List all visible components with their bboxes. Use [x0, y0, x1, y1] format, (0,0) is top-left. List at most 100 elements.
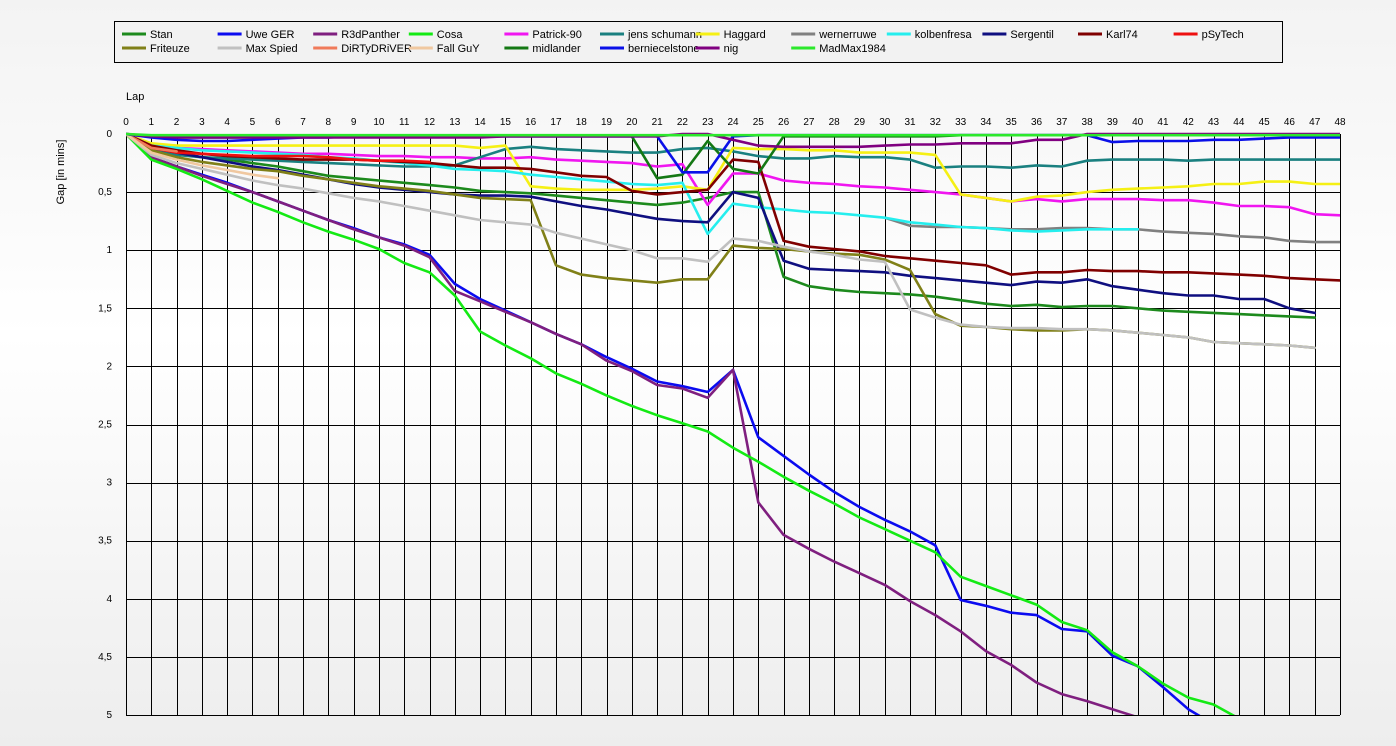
x-tick-label: 47 — [1309, 117, 1321, 128]
x-tick-label: 21 — [652, 117, 664, 128]
x-tick-label: 20 — [626, 117, 638, 128]
x-tick-label: 26 — [778, 117, 790, 128]
legend-label: pSyTech — [1202, 29, 1244, 41]
legend-label: wernerruwe — [818, 29, 876, 41]
grid — [126, 134, 1341, 716]
y-tick-label: 0,5 — [98, 187, 112, 198]
y-tick-label: 1 — [106, 245, 112, 256]
x-tick-label: 39 — [1107, 117, 1119, 128]
y-axis-title: Gap [in mins] — [55, 140, 67, 205]
series-line-uwe-ger — [126, 132, 1201, 715]
legend-label: Fall GuY — [437, 43, 480, 55]
x-tick-label: 9 — [351, 117, 357, 128]
legend: Stan Uwe GER R3dPanther Cosa Patrick-90 jens … — [114, 21, 1283, 63]
legend-label: Cosa — [437, 29, 464, 41]
x-tick-label: 37 — [1056, 117, 1068, 128]
series-line-jens-schumann — [126, 132, 1340, 169]
y-axis-ticks: 0 0,5 1 1,5 2 2,5 3 3,5 4 4,5 5 — [98, 129, 112, 721]
series-line-cosa — [126, 132, 1236, 715]
x-tick-label: 15 — [500, 117, 512, 128]
y-tick-label: 1,5 — [98, 303, 112, 314]
x-tick-label: 32 — [930, 117, 942, 128]
y-tick-label: 0 — [106, 129, 112, 140]
series-line-r3dpanther — [126, 132, 1135, 715]
x-tick-label: 31 — [904, 117, 916, 128]
x-tick-label: 23 — [702, 117, 714, 128]
legend-label: Haggard — [724, 29, 766, 41]
x-tick-label: 40 — [1132, 117, 1144, 128]
x-tick-label: 5 — [250, 117, 256, 128]
x-tick-label: 6 — [275, 117, 281, 128]
x-tick-label: 25 — [753, 117, 765, 128]
y-tick-label: 2,5 — [98, 420, 112, 431]
x-tick-label: 7 — [300, 117, 306, 128]
x-tick-label: 11 — [399, 117, 410, 128]
x-tick-label: 18 — [576, 117, 588, 128]
x-tick-label: 35 — [1006, 117, 1018, 128]
series-line-friteuze — [126, 132, 1316, 350]
x-tick-label: 24 — [727, 117, 739, 128]
y-tick-label: 4,5 — [98, 652, 112, 663]
x-tick-label: 10 — [373, 117, 385, 128]
y-tick-label: 3,5 — [98, 536, 112, 547]
legend-label: Uwe GER — [246, 29, 295, 41]
legend-label: Stan — [150, 29, 173, 41]
series-line-madmax1984 — [126, 132, 1340, 137]
x-tick-label: 45 — [1259, 117, 1271, 128]
series-line-haggard — [126, 132, 1340, 203]
x-tick-label: 30 — [879, 117, 891, 128]
x-tick-label: 8 — [326, 117, 332, 128]
x-tick-label: 29 — [854, 117, 866, 128]
x-tick-label: 12 — [424, 117, 436, 128]
x-tick-label: 48 — [1334, 117, 1346, 128]
series-lines — [126, 132, 1340, 715]
legend-label: Patrick-90 — [532, 29, 582, 41]
legend-label: berniecelstone — [628, 43, 700, 55]
series-line-stan — [126, 132, 1316, 319]
legend-label: MadMax1984 — [819, 43, 886, 55]
x-tick-label: 27 — [803, 117, 815, 128]
legend-label: Karl74 — [1106, 29, 1138, 41]
series-line-patrick-90 — [126, 132, 1340, 217]
legend-label: Sergentil — [1010, 29, 1053, 41]
x-tick-label: 3 — [199, 117, 205, 128]
legend-label: DiRTyDRiVER — [341, 43, 412, 55]
legend-label: midlander — [532, 43, 581, 55]
legend-label: Friteuze — [150, 43, 190, 55]
y-tick-label: 3 — [106, 478, 112, 489]
legend-label: jens schumann — [627, 29, 702, 41]
x-axis-title: Lap — [126, 91, 144, 103]
x-tick-label: 44 — [1233, 117, 1245, 128]
x-tick-label: 14 — [475, 117, 487, 128]
legend-label: kolbenfresa — [915, 29, 973, 41]
series-line-max-spied — [126, 132, 1316, 350]
x-tick-label: 38 — [1082, 117, 1094, 128]
x-tick-label: 17 — [550, 117, 562, 128]
x-tick-label: 34 — [980, 117, 992, 128]
y-tick-label: 2 — [106, 361, 112, 372]
legend-label: Max Spied — [246, 43, 298, 55]
x-tick-label: 4 — [224, 117, 230, 128]
x-tick-label: 28 — [829, 117, 841, 128]
legend-box — [114, 21, 1283, 63]
x-tick-label: 41 — [1157, 117, 1169, 128]
x-tick-label: 46 — [1284, 117, 1296, 128]
x-tick-label: 33 — [955, 117, 967, 128]
x-tick-label: 2 — [174, 117, 180, 128]
x-tick-label: 36 — [1031, 117, 1043, 128]
legend-label: R3dPanther — [341, 29, 400, 41]
series-line-kolbenfresa — [126, 132, 1139, 236]
y-tick-label: 5 — [106, 710, 112, 721]
y-tick-label: 4 — [106, 594, 112, 605]
x-tick-label: 0 — [123, 117, 129, 128]
x-tick-label: 22 — [677, 117, 689, 128]
x-axis-ticks: 0 1 2 3 4 5 6 7 8 9 10 11 12 13 14 15 16 17 18 19 20 21 22 23 24… — [123, 117, 1346, 128]
series-line-fall-guy — [126, 132, 280, 180]
x-tick-label: 16 — [525, 117, 537, 128]
x-tick-label: 1 — [149, 117, 155, 128]
x-tick-label: 42 — [1183, 117, 1195, 128]
series-line-karl74 — [126, 132, 1340, 282]
x-tick-label: 13 — [449, 117, 461, 128]
x-tick-label: 43 — [1208, 117, 1220, 128]
